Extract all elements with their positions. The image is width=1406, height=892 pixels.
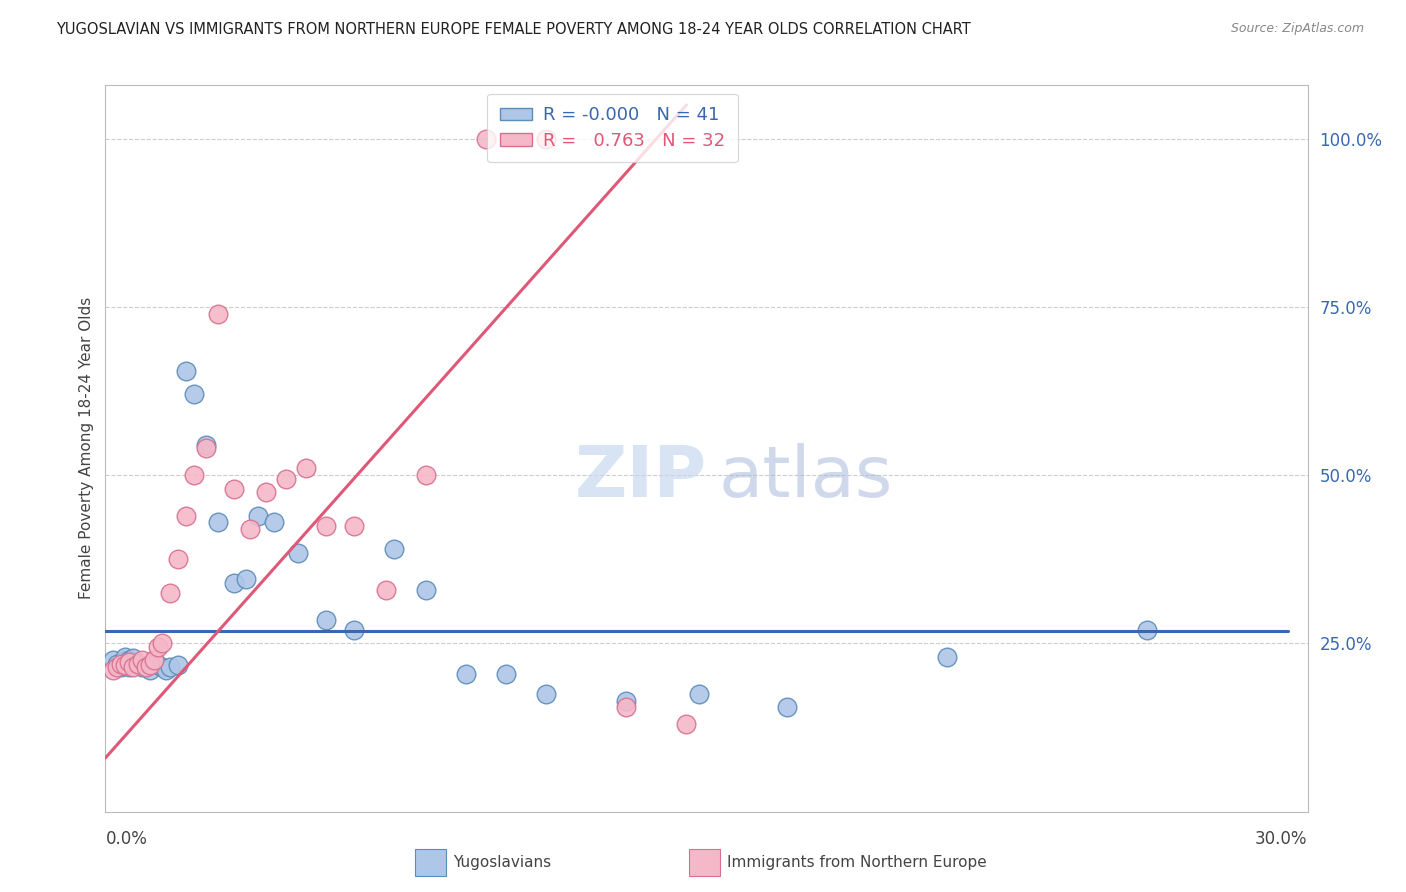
Legend: R = -0.000   N = 41, R =   0.763   N = 32: R = -0.000 N = 41, R = 0.763 N = 32 xyxy=(486,94,738,162)
Point xyxy=(138,664,160,678)
Point xyxy=(122,651,145,665)
Text: 0.0%: 0.0% xyxy=(105,830,148,848)
Point xyxy=(174,364,197,378)
Point xyxy=(194,438,217,452)
Point xyxy=(114,653,136,667)
Point xyxy=(131,660,153,674)
Point xyxy=(194,442,217,455)
Y-axis label: Female Poverty Among 18-24 Year Olds: Female Poverty Among 18-24 Year Olds xyxy=(79,297,94,599)
Point xyxy=(235,573,257,587)
Point xyxy=(110,657,132,671)
Point xyxy=(166,552,188,566)
Point xyxy=(183,468,205,483)
Point xyxy=(159,660,181,674)
Point xyxy=(1136,623,1159,637)
Point xyxy=(415,582,437,597)
Point xyxy=(616,693,638,707)
Point xyxy=(534,131,557,145)
Point xyxy=(103,653,125,667)
Point xyxy=(495,666,517,681)
Point xyxy=(343,518,366,533)
Point xyxy=(122,660,145,674)
Point xyxy=(475,131,498,145)
Point xyxy=(150,636,173,650)
Point xyxy=(159,586,181,600)
Point xyxy=(118,653,141,667)
Point xyxy=(127,657,149,671)
Point xyxy=(107,657,129,671)
Point xyxy=(454,666,477,681)
Point xyxy=(166,657,188,672)
Point xyxy=(107,660,129,674)
Text: atlas: atlas xyxy=(718,442,893,512)
Point xyxy=(103,664,125,678)
Point xyxy=(239,522,262,536)
Point xyxy=(343,623,366,637)
Text: ZIP: ZIP xyxy=(574,442,707,512)
Text: 30.0%: 30.0% xyxy=(1256,830,1308,848)
Point xyxy=(135,660,157,674)
Point xyxy=(127,657,149,671)
Point xyxy=(382,542,405,557)
Text: YUGOSLAVIAN VS IMMIGRANTS FROM NORTHERN EUROPE FEMALE POVERTY AMONG 18-24 YEAR O: YUGOSLAVIAN VS IMMIGRANTS FROM NORTHERN … xyxy=(56,22,972,37)
Point xyxy=(222,482,245,496)
Point xyxy=(142,653,165,667)
Point xyxy=(315,613,337,627)
Point xyxy=(207,516,229,530)
Point xyxy=(295,461,318,475)
Text: Source: ZipAtlas.com: Source: ZipAtlas.com xyxy=(1230,22,1364,36)
Point xyxy=(110,660,132,674)
Point xyxy=(222,575,245,590)
Point xyxy=(315,518,337,533)
Point xyxy=(534,687,557,701)
Point xyxy=(131,653,153,667)
Point xyxy=(174,508,197,523)
Point xyxy=(135,660,157,674)
Point xyxy=(207,307,229,321)
Point xyxy=(142,653,165,667)
Point xyxy=(688,687,710,701)
Point xyxy=(675,717,697,731)
Point xyxy=(274,471,297,485)
Point xyxy=(155,664,177,678)
Point xyxy=(114,657,136,672)
Point xyxy=(146,657,169,672)
Text: Immigrants from Northern Europe: Immigrants from Northern Europe xyxy=(727,855,987,870)
Point xyxy=(114,649,136,664)
Point xyxy=(263,516,285,530)
Point xyxy=(936,649,959,664)
Point xyxy=(374,582,398,597)
Point xyxy=(122,655,145,669)
Point xyxy=(110,657,132,672)
Point xyxy=(146,640,169,654)
Point xyxy=(150,660,173,674)
Point xyxy=(776,700,799,714)
Point xyxy=(254,485,277,500)
Point xyxy=(246,508,269,523)
Point xyxy=(118,660,141,674)
Text: Yugoslavians: Yugoslavians xyxy=(453,855,551,870)
Point xyxy=(287,545,309,559)
Point xyxy=(616,700,638,714)
Point xyxy=(118,655,141,669)
Point xyxy=(415,468,437,483)
Point xyxy=(183,387,205,401)
Point xyxy=(138,657,160,672)
